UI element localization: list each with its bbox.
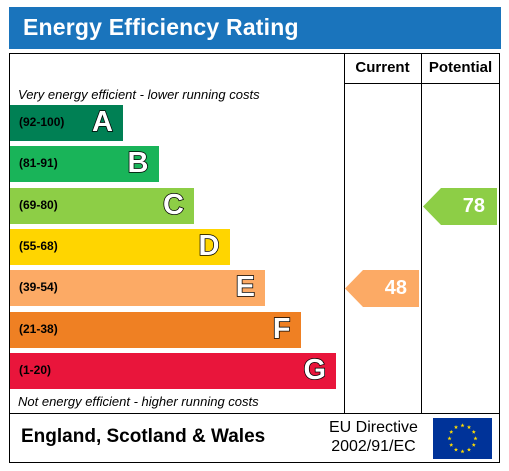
band-letter: C [162, 188, 184, 222]
directive-line-2: 2002/91/EC [331, 438, 416, 455]
flag-star [466, 425, 472, 430]
page-title: Energy Efficiency Rating [23, 14, 299, 40]
band-range: (39-54) [19, 280, 58, 295]
rating-chart: Current Potential Very energy efficient … [9, 53, 500, 414]
flag-star [460, 449, 465, 454]
flag-star [466, 447, 472, 452]
flag-star [453, 447, 459, 452]
flag-star [471, 429, 476, 434]
band-range: (92-100) [19, 115, 65, 129]
header-divider [344, 83, 499, 84]
current-column-divider [344, 54, 345, 413]
current-column-header: Current [355, 59, 410, 76]
band-e: (39-54) E [10, 270, 265, 307]
band-b: (81-91) B [10, 146, 159, 183]
flag-star [447, 436, 452, 441]
band-range: (21-38) [19, 321, 58, 336]
potential-rating-arrow: 78 [423, 187, 497, 225]
band-range: (1-20) [19, 362, 52, 377]
band-g: (1-20) G [10, 352, 336, 389]
band-a: (92-100) A [10, 105, 123, 141]
flag-star [471, 442, 476, 447]
band-range: (55-68) [19, 238, 58, 253]
flag-star [473, 436, 478, 441]
current-rating-arrow: 48 [345, 270, 419, 308]
band-range: (81-91) [19, 156, 58, 171]
band-c: (69-80) C [10, 187, 194, 224]
footer: England, Scotland & Wales EU Directive 2… [9, 414, 500, 463]
eu-flag-icon [433, 418, 492, 459]
band-d: (55-68) D [10, 228, 230, 265]
top-caption: Very energy efficient - lower running co… [18, 87, 260, 102]
potential-column-header: Potential [428, 59, 493, 76]
band-letter: B [127, 147, 149, 181]
bottom-caption: Not energy efficient - higher running co… [18, 394, 259, 409]
band-letter: G [303, 353, 327, 387]
band-letter: A [91, 105, 113, 139]
potential-column-divider [421, 54, 422, 413]
band-letter: D [198, 229, 220, 263]
flag-star [453, 425, 459, 430]
flag-star [460, 423, 465, 428]
directive-line-1: EU Directive [329, 419, 418, 436]
potential-rating-value: 78 [462, 194, 485, 217]
flag-star [449, 429, 454, 434]
region-label: England, Scotland & Wales [21, 426, 266, 447]
flag-star [449, 442, 454, 447]
title-bar: Energy Efficiency Rating [9, 7, 501, 49]
band-f: (21-38) F [10, 311, 301, 348]
band-letter: F [272, 312, 291, 346]
eu-directive: EU Directive 2002/91/EC [329, 418, 418, 456]
band-letter: E [235, 270, 256, 304]
band-range: (69-80) [19, 197, 58, 212]
current-rating-value: 48 [384, 277, 407, 300]
